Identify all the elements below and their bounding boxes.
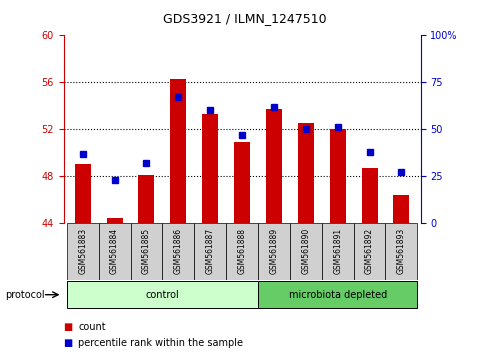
Text: GSM561891: GSM561891 — [332, 228, 342, 274]
FancyBboxPatch shape — [353, 223, 385, 280]
Bar — [361, 168, 377, 223]
Text: GSM561892: GSM561892 — [365, 228, 373, 274]
FancyBboxPatch shape — [289, 223, 321, 280]
FancyBboxPatch shape — [258, 281, 416, 308]
Text: GSM561883: GSM561883 — [78, 228, 87, 274]
FancyBboxPatch shape — [225, 223, 258, 280]
Bar — [106, 218, 122, 223]
Text: count: count — [78, 322, 105, 332]
Text: percentile rank within the sample: percentile rank within the sample — [78, 338, 243, 348]
FancyBboxPatch shape — [130, 223, 162, 280]
Text: ■: ■ — [63, 322, 73, 332]
Bar — [297, 123, 313, 223]
Bar — [202, 114, 218, 223]
FancyBboxPatch shape — [194, 223, 225, 280]
Text: protocol: protocol — [5, 290, 44, 299]
Text: GSM561890: GSM561890 — [301, 228, 310, 274]
Text: ■: ■ — [63, 338, 73, 348]
Bar — [234, 142, 249, 223]
Text: GDS3921 / ILMN_1247510: GDS3921 / ILMN_1247510 — [163, 12, 325, 25]
FancyBboxPatch shape — [258, 223, 289, 280]
Text: control: control — [145, 290, 179, 300]
FancyBboxPatch shape — [162, 223, 194, 280]
FancyBboxPatch shape — [67, 223, 99, 280]
Bar — [170, 79, 186, 223]
Bar — [138, 175, 154, 223]
Text: GSM561884: GSM561884 — [110, 228, 119, 274]
FancyBboxPatch shape — [385, 223, 416, 280]
Bar — [75, 164, 90, 223]
Text: GSM561885: GSM561885 — [142, 228, 151, 274]
Bar — [329, 129, 345, 223]
Text: GSM561893: GSM561893 — [396, 228, 405, 274]
Bar — [393, 195, 408, 223]
FancyBboxPatch shape — [99, 223, 130, 280]
FancyBboxPatch shape — [321, 223, 353, 280]
Text: GSM561888: GSM561888 — [237, 228, 246, 274]
FancyBboxPatch shape — [67, 281, 258, 308]
Text: GSM561887: GSM561887 — [205, 228, 214, 274]
Text: GSM561886: GSM561886 — [173, 228, 183, 274]
Bar — [265, 109, 281, 223]
Text: microbiota depleted: microbiota depleted — [288, 290, 386, 300]
Text: GSM561889: GSM561889 — [269, 228, 278, 274]
